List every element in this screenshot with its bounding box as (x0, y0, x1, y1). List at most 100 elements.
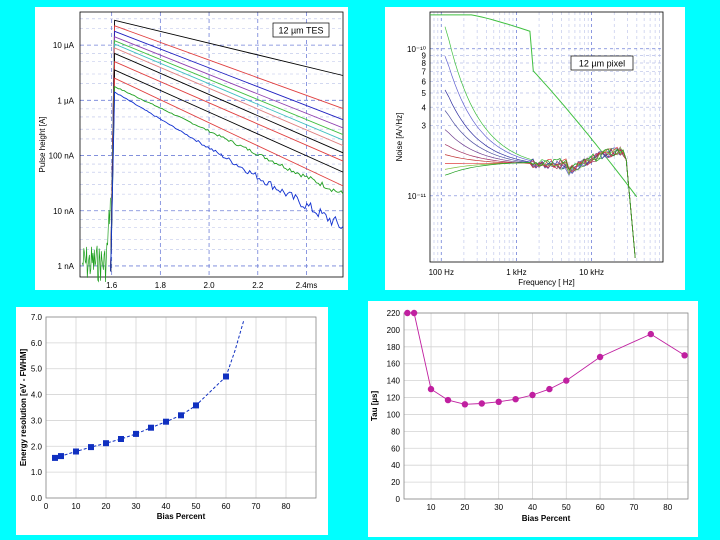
energy-resolution-panel: 0.0 1.0 2.0 3.0 4.0 5.0 6.0 7.0 0 10 20 30 40 50 60 70 8… (16, 307, 328, 535)
annotation-box (272, 22, 330, 38)
y-tick-label: 160 (387, 360, 401, 369)
x-tick-label: 2.2 (252, 281, 264, 290)
noise-spectrum-panel: 10⁻¹⁰ 9 8 7 6 5 4 3 10⁻¹¹ 100 Hz 1 kHz 10 kHz Freque… (385, 7, 685, 290)
y-tick-label: 5 (422, 89, 427, 98)
data-point (163, 418, 169, 425)
x-tick-label: 70 (252, 502, 261, 511)
x-tick-label: 80 (663, 503, 672, 512)
x-tick-label: 1.8 (155, 281, 167, 290)
y-tick-label: 4 (422, 103, 427, 112)
plot-frame (429, 11, 664, 263)
y-tick-label: 1.0 (31, 468, 43, 477)
pulse-trace (110, 85, 344, 272)
pulse-trace (110, 36, 344, 272)
x-tick-label: 40 (162, 502, 171, 511)
data-point (647, 330, 654, 338)
series-line (54, 376, 227, 459)
y-axis-label: Pulse height [A] (38, 116, 47, 172)
data-point (478, 400, 485, 407)
y-tick-label: 180 (387, 343, 401, 352)
y-tick-label: 7 (422, 68, 427, 77)
y-tick-label: 5.0 (31, 365, 43, 374)
x-tick-label: 20 (460, 503, 469, 512)
x-axis-label: Frequency [ Hz] (518, 278, 574, 287)
y-tick-label: 100 (387, 410, 401, 419)
data-point (495, 398, 502, 405)
tau-panel: 0 20 40 60 80 100 120 140 160 180 200 220 10 20 30 40 50… (368, 301, 698, 537)
y-tick-label: 2.0 (31, 442, 43, 451)
data-point (133, 430, 139, 437)
y-tick-label: 10 µA (53, 41, 75, 50)
tes-pulse-panel: 1 nA 10 nA 100 nA 1 µA 10 µA 1.6 1.8 2.0 2.2 2.4m… (35, 7, 348, 290)
data-point (148, 424, 154, 431)
y-axis-label: Tau [µs] (370, 391, 379, 422)
y-tick-label: 7.0 (31, 313, 43, 322)
data-point (193, 402, 199, 409)
annotation-text: 12 µm pixel (579, 59, 625, 69)
noise-curve (444, 89, 636, 258)
y-tick-label: 100 nA (49, 152, 75, 161)
x-tick-label: 10 (72, 502, 81, 511)
y-tick-label: 220 (387, 309, 401, 318)
y-tick-label: 9 (422, 51, 427, 60)
y-tick-label: 10 nA (53, 207, 75, 216)
data-point (461, 401, 469, 408)
data-point (596, 353, 604, 361)
plot-frame (79, 11, 344, 278)
data-point (88, 444, 94, 451)
y-tick-label: 6.0 (31, 339, 43, 348)
extrapolation-line (225, 319, 245, 377)
noise-curve (430, 14, 638, 198)
pulse-trace (110, 43, 344, 272)
baseline-noise-trace (82, 197, 111, 283)
pulse-trace (110, 25, 344, 272)
y-tick-label: 20 (391, 478, 400, 487)
y-tick-label: 80 (391, 427, 400, 436)
y-tick-label: 140 (387, 377, 401, 386)
x-tick-label: 60 (222, 502, 231, 511)
noise-curve (444, 129, 636, 258)
x-tick-label: 10 kHz (579, 268, 604, 277)
noise-curve (444, 110, 636, 258)
y-tick-label: 120 (387, 394, 401, 403)
energy-resolution-chart: 0.0 1.0 2.0 3.0 4.0 5.0 6.0 7.0 0 10 20 30 40 50 60 70 8… (19, 313, 317, 521)
x-tick-label: 70 (629, 503, 638, 512)
x-tick-label: 50 (192, 502, 201, 511)
x-tick-label: 30 (132, 502, 141, 511)
data-point (58, 453, 64, 460)
y-tick-label: 1 nA (58, 262, 75, 271)
data-point (103, 440, 109, 447)
x-tick-label: 20 (102, 502, 111, 511)
annotation-text: 12 µm TES (278, 26, 323, 36)
x-tick-label: 60 (596, 503, 605, 512)
x-axis-label: Bias Percent (522, 514, 571, 523)
data-point (223, 373, 229, 380)
y-tick-label: 10⁻¹¹ (408, 192, 427, 201)
annotation-box (570, 55, 634, 71)
y-tick-label: 6 (422, 77, 427, 86)
data-point (681, 352, 688, 359)
x-tick-label: 1.6 (106, 281, 118, 290)
x-tick-label: 0 (44, 502, 49, 511)
plot-frame (403, 312, 689, 500)
pulse-trace (110, 77, 344, 272)
y-tick-label: 0.0 (31, 494, 43, 503)
x-tick-label: 2.0 (204, 281, 216, 290)
y-tick-label: 200 (387, 326, 401, 335)
data-point (512, 396, 519, 403)
y-tick-label: 1 µA (57, 96, 74, 105)
y-tick-label: 8 (422, 59, 427, 68)
tes-pulse-chart: 1 nA 10 nA 100 nA 1 µA 10 µA 1.6 1.8 2.0 2.2 2.4m… (38, 11, 344, 290)
x-tick-label: 10 (427, 503, 436, 512)
pulse-trace (110, 91, 344, 272)
x-tick-label: 100 Hz (429, 268, 454, 277)
y-tick-label: 3 (422, 122, 427, 131)
noise-curve (444, 55, 636, 258)
data-point (52, 454, 58, 461)
y-tick-label: 60 (391, 444, 400, 453)
data-point (404, 309, 411, 317)
y-tick-label: 0 (396, 495, 401, 504)
y-tick-label: 40 (391, 461, 400, 470)
data-point (427, 385, 435, 393)
